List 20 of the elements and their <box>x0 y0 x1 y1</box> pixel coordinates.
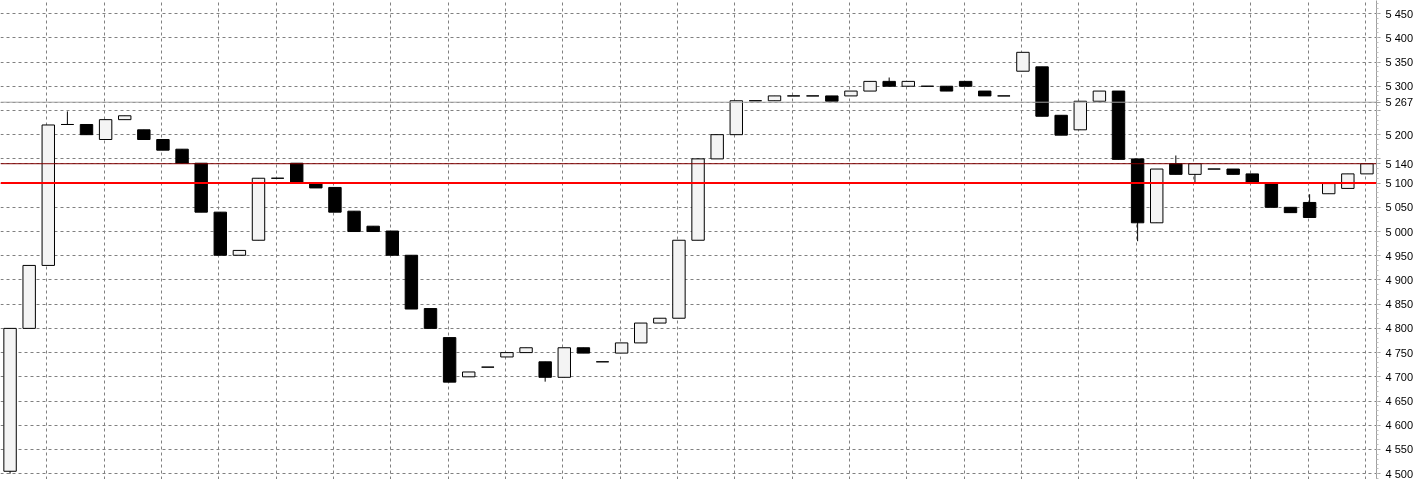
y-tick-label: 5 200 <box>1385 128 1414 141</box>
y-tick-label: 4 750 <box>1385 346 1414 359</box>
ref-line-label: 5 267 <box>1385 96 1414 109</box>
y-tick-label: 4 950 <box>1385 249 1414 262</box>
y-tick-label: 4 550 <box>1385 443 1414 456</box>
y-tick-label: 5 400 <box>1385 31 1414 44</box>
y-tick-label: 5 450 <box>1385 7 1414 20</box>
y-tick-label: 4 900 <box>1385 273 1414 286</box>
y-tick-label: 4 850 <box>1385 298 1414 311</box>
y-tick-label: 4 600 <box>1385 419 1414 432</box>
y-tick-label: 5 100 <box>1385 177 1414 190</box>
y-tick-label: 5 000 <box>1385 225 1414 238</box>
y-tick-label: 5 050 <box>1385 201 1414 214</box>
y-tick-label: 5 350 <box>1385 56 1414 69</box>
ref-line-label: 5 140 <box>1385 157 1414 170</box>
y-tick-label: 4 500 <box>1385 467 1414 479</box>
y-tick-label: 4 650 <box>1385 395 1414 408</box>
y-tick-label: 4 700 <box>1385 370 1414 383</box>
y-tick-label: 4 800 <box>1385 322 1414 335</box>
y-tick-label: 5 300 <box>1385 80 1414 93</box>
